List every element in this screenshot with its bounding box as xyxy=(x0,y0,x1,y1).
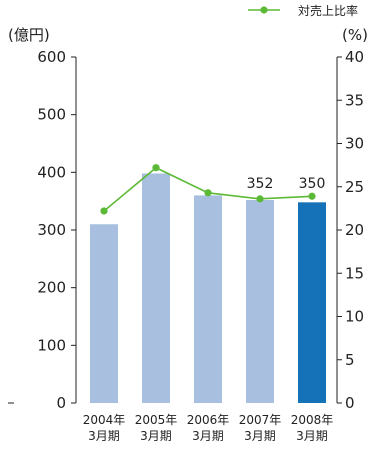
left-tick-label: 300 xyxy=(37,221,66,239)
right-tick-label: 10 xyxy=(345,308,364,326)
x-axis-label: 2005年 xyxy=(135,413,178,427)
left-tick-label: 400 xyxy=(37,163,66,181)
left-tick-label: 100 xyxy=(37,336,66,354)
data-labels: 352 350 xyxy=(247,176,326,192)
x-axis-label: 2004年 xyxy=(83,413,126,427)
x-axis-label: 3月期 xyxy=(192,429,224,443)
legend: 対売上比率 xyxy=(248,3,358,18)
right-tick-label: 30 xyxy=(345,135,364,153)
left-tick-label: 200 xyxy=(37,279,66,297)
right-tick-label: 25 xyxy=(345,178,364,196)
ratio-series xyxy=(100,164,316,215)
right-tick-label: 35 xyxy=(345,91,364,109)
x-axis-label: 3月期 xyxy=(244,429,276,443)
right-axis-unit: (%) xyxy=(342,26,368,44)
right-tick-label: 15 xyxy=(345,264,364,282)
right-tick-label: 40 xyxy=(345,48,364,66)
x-axis-label: 3月期 xyxy=(296,429,328,443)
x-axis-label: 3月期 xyxy=(88,429,120,443)
left-tick-label: 500 xyxy=(37,106,66,124)
bar xyxy=(298,202,326,403)
bar xyxy=(194,195,222,403)
right-tick-label: 20 xyxy=(345,221,364,239)
bars xyxy=(90,173,326,403)
bar xyxy=(246,200,274,403)
ratio-point xyxy=(308,192,316,200)
left-axis-unit: (億円) xyxy=(8,26,50,44)
x-axis-label: 2006年 xyxy=(187,413,230,427)
left-axis-ticks: 0 100 200 300 400 500 600 xyxy=(37,48,76,412)
left-tick-label: 0 xyxy=(56,394,66,412)
x-axis-label: 2007年 xyxy=(239,413,282,427)
right-tick-label: 5 xyxy=(345,351,355,369)
data-label: 352 xyxy=(247,176,274,192)
ratio-point xyxy=(152,164,160,172)
x-axis-label: 3月期 xyxy=(140,429,172,443)
bar xyxy=(90,224,118,403)
right-tick-label: 0 xyxy=(345,394,355,412)
right-axis-ticks: 0 5 10 15 20 25 30 35 40 xyxy=(337,48,364,412)
bar xyxy=(142,173,170,403)
ratio-point xyxy=(100,207,108,215)
x-axis-labels: 2004年 3月期 2005年 3月期 2006年 3月期 2007年 3月期 2008年 3月期 xyxy=(83,413,334,443)
left-tick-label: 600 xyxy=(37,48,66,66)
legend-point-marker xyxy=(260,6,268,14)
x-axis-label: 2008年 xyxy=(291,413,334,427)
legend-label: 対売上比率 xyxy=(298,3,358,18)
ratio-point xyxy=(256,195,264,203)
data-label: 350 xyxy=(299,176,326,192)
ratio-point xyxy=(204,189,212,197)
